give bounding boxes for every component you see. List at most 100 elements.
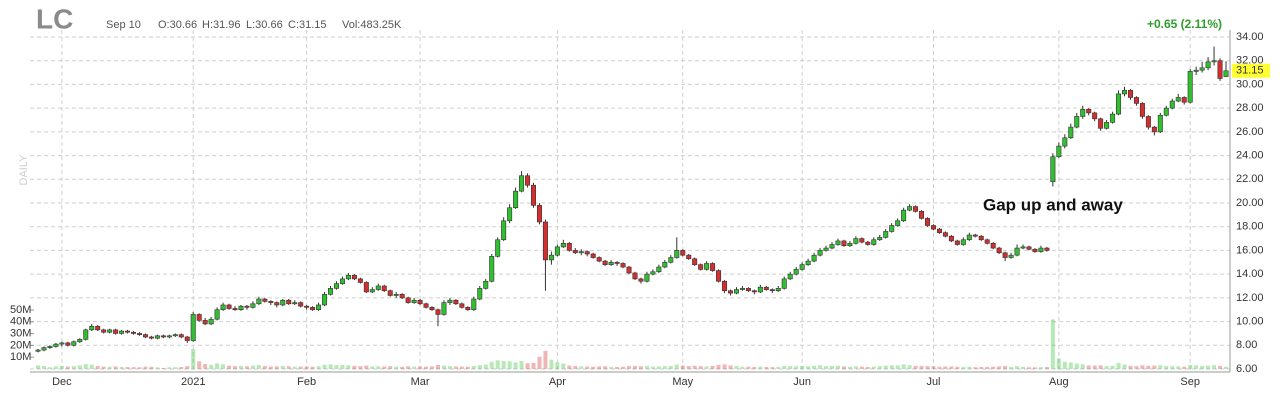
volume-bar	[370, 366, 375, 369]
candle-body	[375, 285, 381, 290]
volume-bar	[1021, 366, 1026, 369]
volume-bar	[704, 366, 709, 369]
candle-body	[136, 333, 142, 335]
candle-body	[829, 244, 835, 249]
volume-bar	[835, 365, 840, 369]
volume-bar	[471, 365, 476, 369]
volume-bar	[627, 366, 632, 369]
candle-body	[1139, 103, 1145, 117]
volume-bar	[256, 364, 261, 369]
y-tick-label: 28.00	[1236, 102, 1264, 114]
volume-bar	[298, 366, 303, 369]
volume-bar	[119, 366, 124, 369]
volume-bar	[1212, 365, 1217, 369]
candle-body	[1032, 248, 1038, 252]
candle-body	[614, 261, 620, 264]
volume-bar	[53, 366, 58, 369]
volume-bar	[740, 366, 745, 369]
volume-bar	[985, 366, 990, 369]
volume-bar	[686, 366, 691, 369]
candle-body	[405, 297, 411, 303]
volume-bar	[453, 366, 458, 369]
volume-bar	[973, 367, 978, 369]
candle-body	[686, 254, 692, 260]
candle-body	[626, 266, 632, 274]
candle-body	[59, 342, 65, 345]
candle-body	[847, 243, 853, 246]
candle-body	[333, 283, 339, 289]
volume-bar	[447, 366, 452, 369]
candle-body	[465, 307, 471, 311]
candle-body	[608, 261, 614, 265]
volume-bar	[489, 361, 494, 369]
candle-body	[35, 349, 41, 352]
candle-body	[1074, 116, 1080, 128]
candle-body	[525, 175, 531, 186]
candle-body	[178, 334, 184, 338]
volume-bar	[692, 365, 697, 369]
candle-body	[871, 239, 877, 245]
candle-body	[41, 347, 47, 351]
volume-bar	[698, 366, 703, 369]
volume-bar	[650, 366, 655, 369]
x-tick-label: Jun	[793, 376, 811, 388]
candle-body	[363, 282, 369, 293]
volume-bar	[1152, 365, 1157, 369]
candle-body	[1044, 247, 1050, 251]
volume-bar	[871, 366, 876, 369]
volume-bar	[734, 366, 739, 369]
volume-bar	[573, 365, 578, 369]
x-tick-label: Mar	[411, 376, 430, 388]
volume-bar	[847, 366, 852, 369]
candle-body	[1151, 126, 1157, 133]
y-tick-label: 30.00	[1236, 78, 1264, 90]
volume-bar	[1092, 365, 1097, 369]
candle-body	[101, 329, 107, 333]
volume-bar	[638, 366, 643, 369]
candle-body	[1127, 90, 1133, 98]
volume-bar	[477, 365, 482, 369]
candle-body	[942, 232, 948, 237]
candle-body	[268, 301, 274, 303]
candle-body	[190, 314, 196, 341]
volume-bar	[36, 365, 40, 369]
volume-bar	[752, 366, 757, 369]
candle-body	[250, 303, 256, 308]
candle-body	[65, 342, 71, 346]
low: L:30.66	[246, 19, 283, 31]
candle-body	[704, 263, 710, 270]
y-tick-label: 12.00	[1236, 292, 1264, 304]
candle-body	[441, 302, 447, 315]
candle-body	[692, 258, 698, 265]
x-tick-label: Jul	[926, 376, 940, 388]
volume-bar	[531, 362, 536, 369]
candle-body	[125, 330, 131, 333]
volume-bar	[107, 366, 112, 369]
volume-bar	[1062, 361, 1067, 369]
volume-bar	[1110, 365, 1115, 369]
candle-body	[71, 341, 77, 346]
volume-bar	[286, 366, 291, 369]
candle-body	[238, 305, 244, 311]
volume-bar	[400, 366, 405, 369]
volume-bar	[728, 365, 733, 369]
candle-body	[984, 239, 990, 244]
candle-body	[459, 303, 465, 308]
candle-body	[835, 240, 841, 245]
volume-bar	[310, 366, 315, 369]
candle-body	[698, 264, 704, 270]
candle-body	[1157, 114, 1163, 133]
volume-bar	[818, 365, 823, 369]
volume-bar	[656, 366, 661, 369]
candle-body	[1223, 70, 1229, 77]
candle-body	[775, 288, 781, 292]
volume-bar	[143, 366, 148, 369]
candle-body	[566, 243, 572, 251]
volume-bar	[1206, 365, 1211, 369]
candle-body	[745, 288, 751, 292]
candle-body	[160, 335, 166, 338]
volume-bar	[227, 365, 232, 369]
change: +0.65 (2.11%)	[1147, 17, 1222, 31]
volume-tick-label: 20M	[10, 339, 31, 351]
